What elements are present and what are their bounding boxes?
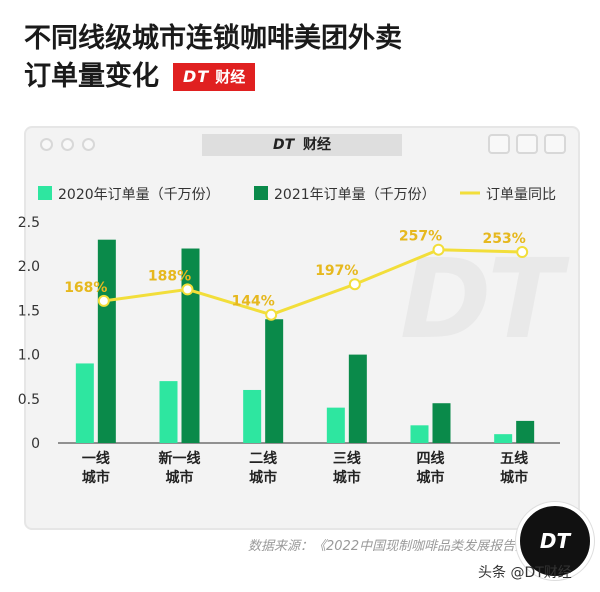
close-dot-icon xyxy=(40,138,53,151)
yoy-data-label: 188% xyxy=(148,268,191,284)
brand-badge-dt: DT xyxy=(183,67,210,86)
yoy-data-label: 253% xyxy=(483,231,526,247)
dt-logo: DT xyxy=(516,502,594,580)
window-title-dt: DT xyxy=(272,137,295,153)
x-tick-label: 城市 xyxy=(166,469,194,486)
title-line-1: 不同线级城市连锁咖啡美团外卖 xyxy=(24,23,402,54)
legend-label: 订单量同比 xyxy=(486,187,556,203)
bar-2020 xyxy=(326,407,345,443)
chart-window: DT 财经 xyxy=(24,126,580,530)
bar-2021 xyxy=(97,239,116,443)
bar-2020 xyxy=(243,389,262,443)
x-tick-label: 城市 xyxy=(249,469,277,486)
source-note: 数据来源：《2022中国现制咖啡品类发展报告》 xyxy=(248,539,529,554)
page-title: 不同线级城市连锁咖啡美团外卖 订单量变化 DT 财经 xyxy=(24,20,402,96)
bar-2021 xyxy=(516,420,535,443)
window-controls xyxy=(40,138,95,151)
y-tick-label: 0 xyxy=(31,436,40,452)
tab-icon xyxy=(544,134,566,154)
yoy-point xyxy=(181,283,194,296)
bar-2020 xyxy=(159,381,178,443)
y-tick-label: 1.5 xyxy=(18,303,40,319)
x-tick-label: 城市 xyxy=(82,469,110,486)
yoy-point xyxy=(516,246,529,259)
record-icon xyxy=(488,134,510,154)
footer-credit: 头条 @DT财经 xyxy=(478,565,572,581)
x-tick-label: 城市 xyxy=(500,469,528,486)
bar-2021 xyxy=(432,403,451,443)
x-tick-label: 城市 xyxy=(417,469,445,486)
yoy-point xyxy=(348,278,361,291)
x-tick-label: 一线 xyxy=(82,450,110,467)
bar-2020 xyxy=(494,434,513,443)
title-line-2: 订单量变化 xyxy=(24,61,159,92)
window-title: DT 财经 xyxy=(202,134,402,156)
y-tick-label: 1.0 xyxy=(18,348,40,364)
yoy-data-label: 168% xyxy=(64,280,107,296)
bar-2020 xyxy=(410,425,429,443)
title-line-2-row: 订单量变化 DT 财经 xyxy=(24,58,402,96)
x-tick-label: 二线 xyxy=(249,450,277,467)
x-tick-label: 三线 xyxy=(333,450,361,467)
yoy-data-label: 144% xyxy=(232,294,275,310)
yoy-data-label: 197% xyxy=(315,263,358,279)
share-icon xyxy=(516,134,538,154)
brand-badge: DT 财经 xyxy=(173,63,256,91)
maximize-dot-icon xyxy=(82,138,95,151)
bar-2021 xyxy=(265,319,284,443)
window-buttons xyxy=(488,134,566,154)
legend-label: 2020年订单量（千万份） xyxy=(58,187,220,203)
x-tick-label: 城市 xyxy=(333,469,361,486)
yoy-data-label: 257% xyxy=(399,229,442,245)
y-tick-label: 0.5 xyxy=(18,392,40,408)
legend-label: 2021年订单量（千万份） xyxy=(274,187,436,203)
y-tick-label: 2.0 xyxy=(18,259,40,275)
bar-2021 xyxy=(348,354,367,443)
legend-swatch xyxy=(254,186,268,200)
bar-2021 xyxy=(181,248,200,443)
yoy-point xyxy=(432,243,445,256)
x-tick-label: 四线 xyxy=(417,450,445,467)
bar-2020 xyxy=(75,363,94,443)
brand-badge-text: 财经 xyxy=(215,68,246,86)
legend-swatch xyxy=(38,186,52,200)
x-tick-label: 五线 xyxy=(500,450,528,467)
x-tick-label: 新一线 xyxy=(159,450,201,467)
window-title-text: 财经 xyxy=(303,137,332,153)
minimize-dot-icon xyxy=(61,138,74,151)
yoy-line xyxy=(103,248,523,317)
yoy-point xyxy=(265,308,278,321)
yoy-point xyxy=(97,294,110,307)
dt-watermark: DT xyxy=(400,235,562,363)
y-tick-label: 2.5 xyxy=(18,215,40,231)
